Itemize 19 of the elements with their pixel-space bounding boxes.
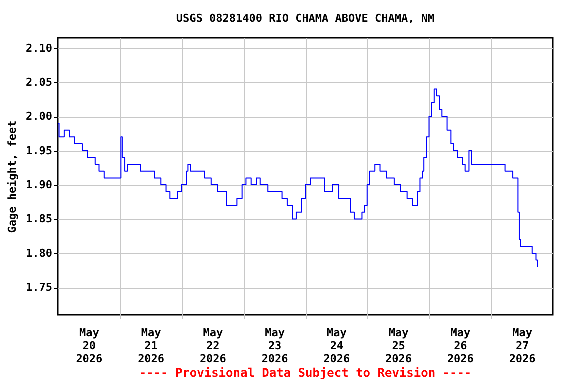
x-tick-label: May 24 2026 xyxy=(324,326,351,366)
x-tick-label: May 26 2026 xyxy=(447,326,474,366)
chart-title: USGS 08281400 RIO CHAMA ABOVE CHAMA, NM xyxy=(176,12,436,25)
y-axis-title: Gage height, feet xyxy=(6,120,20,234)
y-tick-label: 1.75 xyxy=(26,281,52,294)
x-tick-label: May 23 2026 xyxy=(262,326,289,366)
y-tick-label: 1.95 xyxy=(26,144,52,158)
x-tick-label: May 27 2026 xyxy=(509,326,536,366)
y-tick-label: 2.00 xyxy=(26,110,52,124)
x-tick-label: May 22 2026 xyxy=(200,326,227,366)
y-tick-label: 1.80 xyxy=(26,246,52,260)
y-tick-label: 2.05 xyxy=(26,76,52,89)
y-tick-label: 1.85 xyxy=(26,212,52,226)
x-tick-label: May 21 2026 xyxy=(138,326,165,366)
x-tick-label: May 20 2026 xyxy=(76,326,104,366)
text: ---- Provisional Data Subject to Revision ---- xyxy=(138,366,473,380)
y-tick-label: 1.90 xyxy=(26,178,52,192)
y-tick-label: 2.10 xyxy=(26,42,52,55)
x-tick-label: May 25 2026 xyxy=(386,326,412,366)
